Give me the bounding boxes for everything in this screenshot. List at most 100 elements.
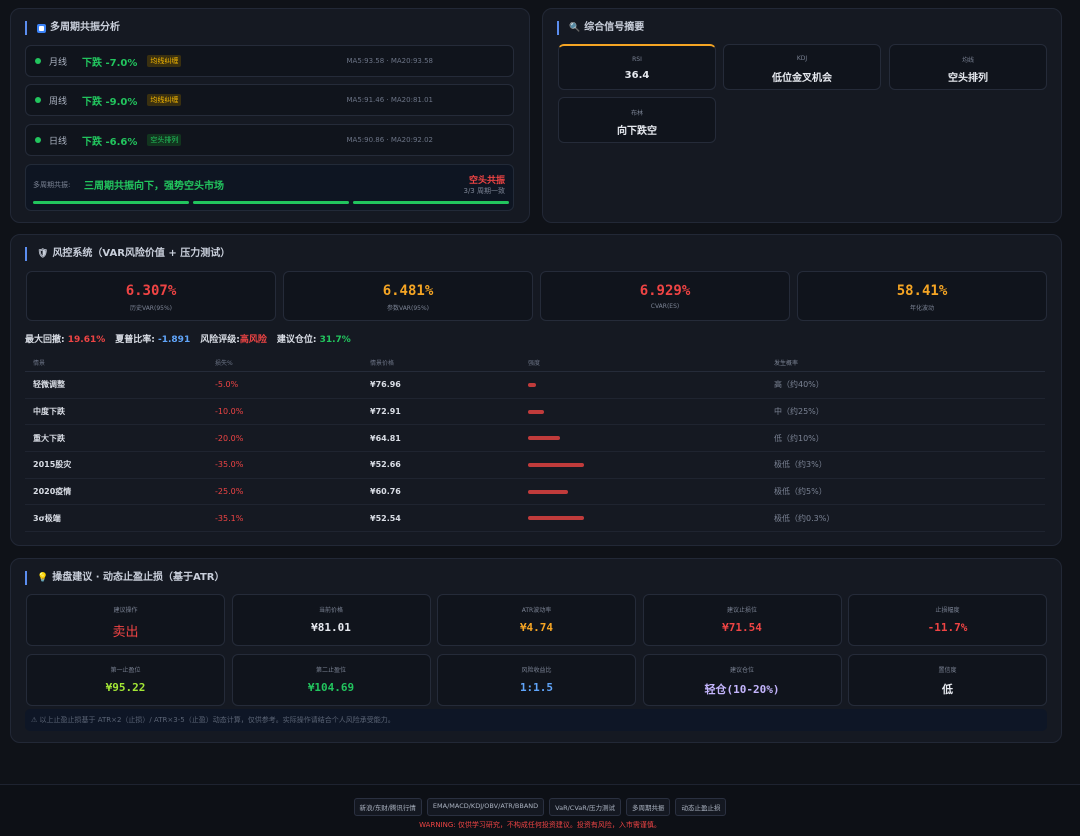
scenario-loss: -35.1% [215,513,244,523]
trade-box-value: 低 [942,683,953,696]
footer-tab-indicators[interactable]: EMA/MACD/KDJ/OBV/ATR/BBAND [426,798,545,816]
risk-rating: 高风险 [239,335,267,345]
ma-tag: 均线纠缠 [147,94,182,106]
table-row: 轻微调整 -5.0% ¥76.96 高（约40%） [25,372,1045,399]
status-dot [35,58,41,64]
sharpe-ratio: -1.891 [158,335,191,345]
scenario-price: ¥52.54 [370,513,401,523]
stress-test-table: 情景 损失% 情景价格 强度 发生概率 轻微调整 -5.0% ¥76.96 高（约40… [25,353,1045,533]
trade-box-stop-loss: 建议止损位 ¥71.54 [642,594,842,646]
footer-tabs: 新浪/东财/腾讯行情 EMA/MACD/KDJ/OBV/ATR/BBAND Va… [0,798,1080,816]
trade-box-label: 建议操作 [113,607,138,614]
metric-hist-var: 6.307% 历史VAR(95%) [26,271,276,321]
scenario-name: 3σ极端 [33,513,61,523]
signal-card-boll[interactable]: 布林 向下跌空 [558,97,716,143]
trade-box-value: ¥81.01 [311,621,351,634]
scenario-loss: -25.0% [215,487,244,497]
resonance-bar [193,201,349,204]
scenario-name: 2020疫情 [33,487,72,497]
trading-note: ⚠ 以上止盈止损基于 ATR×2（止损）/ ATR×3-5（止盈）动态计算，仅供… [25,709,1047,731]
risk-panel: 🛡 风控系统（VAR风险价值 + 压力测试） 6.307% 历史VAR(95%)… [10,234,1062,546]
trade-box-current-price: 当前价格 ¥81.01 [231,594,431,646]
trade-box-position: 建议仓位轻仓(10-20%) [642,654,842,706]
scenario-loss: -35.0% [215,460,244,470]
trading-title: 💡 操盘建议 · 动态止盈止损（基于ATR） [25,571,224,585]
strength-bar [528,489,568,494]
trade-box-value: 轻仓(10-20%) [704,683,780,696]
strength-cell [528,516,774,521]
footer-tab-stoploss[interactable]: 动态止盈止损 [675,798,727,816]
trade-box-risk-reward: 风险收益比 1:1.5 [437,654,636,706]
resonance-bar [353,201,509,204]
strength-bar [528,436,560,441]
table-row: 3σ极端 -35.1% ¥52.54 极低（约0.3%） [25,505,1045,533]
metric-cvar: 6.929% CVAR(ES) [540,271,790,321]
scenario-probability: 中（约25%） [774,407,824,417]
search-icon: 🔍 [569,23,581,33]
scenario-name: 2015股灾 [33,460,72,470]
lightbulb-icon: 💡 [37,573,49,583]
table-row: 2015股灾 -35.0% ¥52.66 极低（约3%） [25,452,1045,479]
ma-tag: 空头排列 [147,134,182,146]
trade-box-confidence: 置信度低 [848,654,1047,706]
scenario-loss: -10.0% [215,407,244,417]
strength-bar [528,382,536,387]
risk-title: 🛡 风控系统（VAR风险价值 + 压力测试） [25,247,230,261]
strength-bar [528,409,544,414]
strength-bar [528,516,584,521]
resonance-status: 空头共振 [468,176,505,186]
trade-box-value: 卖出 [112,625,139,640]
scenario-name: 中度下跌 [33,407,65,417]
suggested-position: 31.7% [319,335,351,345]
strength-cell [528,436,774,441]
ma-values: MA5:91.46 · MA20:81.01 [346,96,434,104]
signal-card-rsi[interactable]: RSI 36.4 [558,44,716,90]
resonance-bar [33,201,189,204]
footer-tab-var[interactable]: VaR/CVaR/压力测试 [549,798,621,816]
footer-tab-resonance[interactable]: 多周期共振 [625,798,671,816]
trade-box-label: 第一止盈位 [110,667,141,674]
scenario-loss: -5.0% [215,380,239,390]
trade-box-stop-range: 止损幅度 -11.7% [848,594,1047,646]
resonance-text: 三周期共振向下，强势空头市场 [84,181,224,192]
trade-box-take-profit-1: 第一止盈位 ¥95.22 [26,654,225,706]
shield-icon: 🛡 [37,249,49,259]
trade-box-value: ¥104.69 [307,681,355,694]
scenario-probability: 高（约40%） [774,380,824,390]
scenario-price: ¥64.81 [370,433,401,443]
scenario-probability: 低（约10%） [774,433,824,443]
signal-card-ma[interactable]: 均线 空头排列 [889,44,1047,90]
table-row: 中度下跌 -10.0% ¥72.91 中（约25%） [25,399,1045,426]
trade-box-value: ¥95.22 [105,681,146,694]
scenario-price: ¥76.96 [370,380,401,390]
scenario-probability: 极低（约3%） [774,460,827,470]
trade-box-value: ¥4.74 [519,621,554,634]
table-row: 重大下跌 -20.0% ¥64.81 低（约10%） [25,425,1045,453]
status-dot [35,137,41,143]
strength-cell [528,462,774,467]
scenario-probability: 极低（约5%） [774,487,827,497]
footer-tab-quotes[interactable]: 新浪/东财/腾讯行情 [353,798,422,816]
trade-box-action: 建议操作 卖出 [26,594,225,646]
scenario-name: 重大下跌 [33,433,65,443]
signal-card-kdj[interactable]: KDJ 低位金叉机会 [723,44,881,90]
trade-box-label: ATR波动率 [521,607,552,614]
multi-period-title: 多周期共振分析 [25,21,120,35]
period-row-month: 月线 下跌 -7.0% 均线纠缠 MA5:93.58 · MA20:93.58 [25,45,514,77]
scenario-price: ¥72.91 [370,407,401,417]
trade-box-label: 建议仓位 [729,667,754,674]
ma-values: MA5:93.58 · MA20:93.58 [346,57,434,65]
max-drawdown: 19.61% [67,335,106,345]
strength-cell [528,489,774,494]
scenario-name: 轻微调整 [33,380,65,390]
footer: 新浪/东财/腾讯行情 EMA/MACD/KDJ/OBV/ATR/BBAND Va… [0,784,1080,836]
table-row: 2020疫情 -25.0% ¥60.76 极低（约5%） [25,479,1045,506]
multi-period-panel: 多周期共振分析 月线 下跌 -7.0% 均线纠缠 MA5:93.58 · MA2… [10,8,530,223]
trade-box-label: 当前价格 [318,607,343,614]
trade-box-value: ¥71.54 [722,621,762,634]
scenario-price: ¥52.66 [370,460,401,470]
trading-panel: 💡 操盘建议 · 动态止盈止损（基于ATR） 建议操作卖出 当前价格 ¥81.01 A… [10,558,1062,743]
trade-box-atr: ATR波动率 ¥4.74 [437,594,636,646]
strength-bar [528,462,584,467]
trade-box-take-profit-2: 第二止盈位 ¥104.69 [231,654,431,706]
